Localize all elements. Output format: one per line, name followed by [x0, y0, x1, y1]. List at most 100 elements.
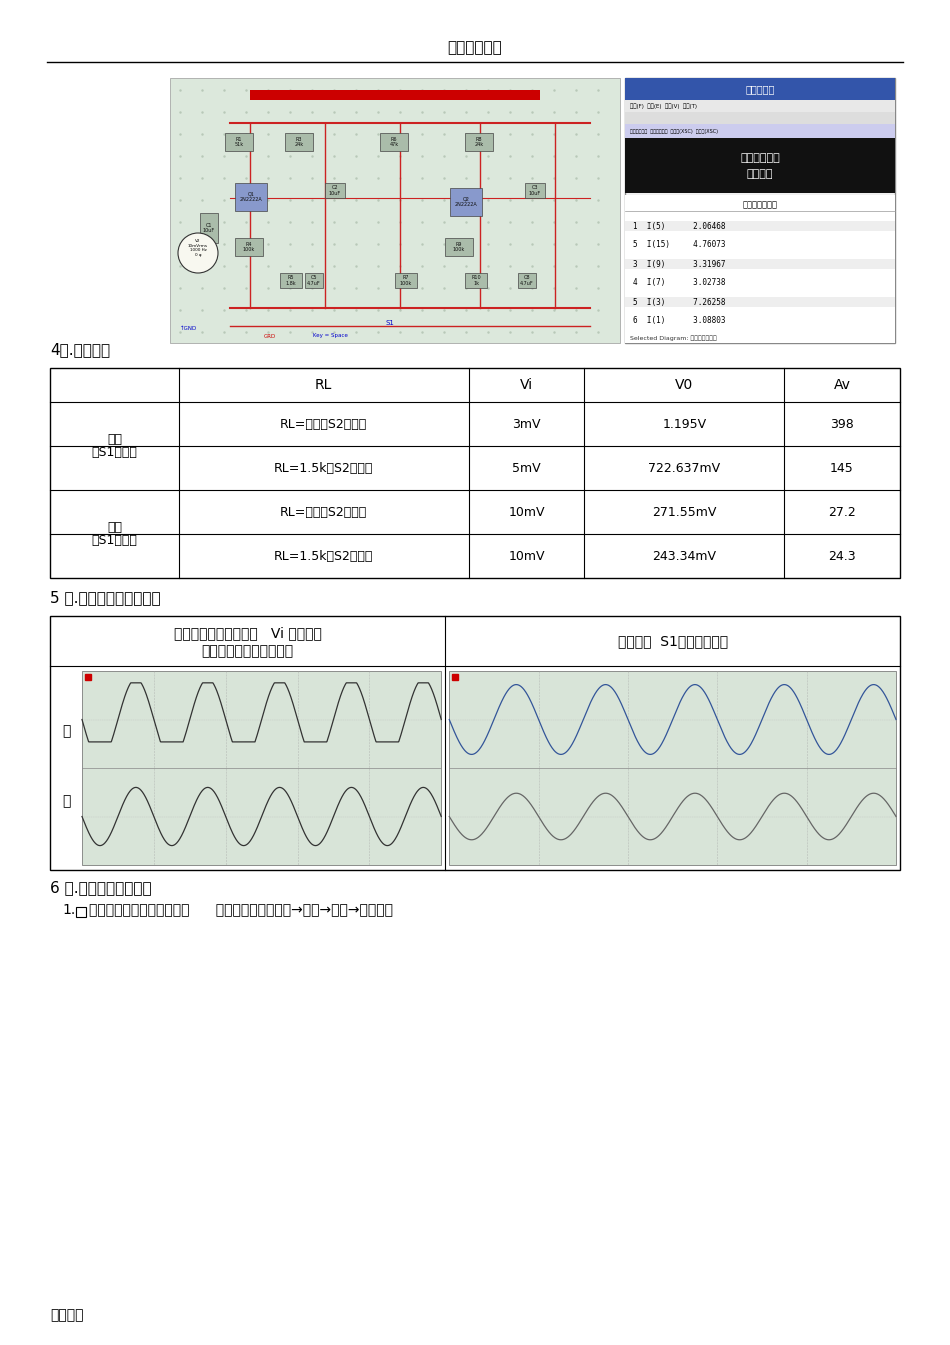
Text: R1
51k: R1 51k [235, 137, 243, 148]
Text: R4
100k: R4 100k [243, 242, 256, 253]
Bar [525, 183, 545, 198]
Text: 闭环: 闭环 [107, 521, 122, 534]
Text: RL=1.5k（S2闭合）: RL=1.5k（S2闭合） [274, 461, 373, 475]
Text: 10mV: 10mV [508, 550, 544, 562]
Text: S1: S1 [386, 320, 394, 325]
Text: （S1打开）: （S1打开） [91, 447, 138, 459]
Text: 4  I(7)      3.02738: 4 I(7) 3.02738 [633, 278, 726, 288]
Bar [449, 671, 896, 865]
Text: 722.637mV: 722.637mV [648, 461, 720, 475]
Bar [170, 78, 620, 343]
Bar [285, 133, 313, 151]
Bar [305, 273, 323, 288]
Text: Selected Diagram: 直流工作点分析: Selected Diagram: 直流工作点分析 [630, 335, 716, 340]
Text: R6
47k: R6 47k [390, 137, 399, 148]
Bar [235, 238, 263, 256]
Text: 波: 波 [62, 724, 70, 738]
Text: 24.3: 24.3 [828, 550, 856, 562]
Text: R3
24k: R3 24k [294, 137, 304, 148]
Bar [200, 213, 218, 243]
Bar [625, 260, 895, 269]
Text: 开环: 开环 [107, 433, 122, 447]
Text: 直流工作点分析: 直流工作点分析 [743, 200, 777, 210]
Text: 1  I(5)      2.06468: 1 I(5) 2.06468 [633, 222, 726, 230]
Text: 实用标准文案: 实用标准文案 [447, 40, 503, 55]
Text: R7
100k: R7 100k [400, 276, 412, 286]
Bar [465, 133, 493, 151]
Bar [625, 78, 895, 100]
Text: 5  I(3)      7.26258: 5 I(3) 7.26258 [633, 297, 726, 307]
Text: 6  I(1)      3.08803: 6 I(1) 3.08803 [633, 316, 726, 325]
Bar [250, 90, 540, 100]
Text: Vi: Vi [520, 378, 533, 391]
Text: 3  I(9)      3.31967: 3 I(9) 3.31967 [633, 260, 726, 269]
Text: GRD: GRD [264, 334, 276, 339]
Bar [625, 78, 895, 343]
Text: 文件(F)  编辑(E)  视图(V)  工具(T): 文件(F) 编辑(E) 视图(V) 工具(T) [630, 104, 697, 109]
Text: 243.34mV: 243.34mV [653, 550, 716, 562]
Text: 3mV: 3mV [512, 417, 541, 430]
Text: 5  I(15)     4.76073: 5 I(15) 4.76073 [633, 241, 726, 250]
Text: C8
4.7uF: C8 4.7uF [521, 276, 534, 286]
Text: C5
4.7uF: C5 4.7uF [307, 276, 321, 286]
Circle shape [178, 233, 218, 273]
Text: R5
1.8k: R5 1.8k [286, 276, 296, 286]
Text: 仿射打描分析  仿射打描分析  示波器(XSC)  示波器(XSC): 仿射打描分析 仿射打描分析 示波器(XSC) 示波器(XSC) [630, 129, 718, 133]
Text: 398: 398 [830, 417, 854, 430]
Bar [625, 100, 895, 112]
Text: C2
10uF: C2 10uF [329, 186, 341, 196]
Bar [445, 238, 473, 256]
Bar [625, 221, 895, 231]
Bar [625, 139, 895, 192]
Bar [625, 297, 895, 307]
Bar [280, 273, 302, 288]
Text: C1
10uF: C1 10uF [203, 223, 215, 234]
Text: RL=无穷（S2打开）: RL=无穷（S2打开） [280, 506, 368, 519]
Text: 10mV: 10mV [508, 506, 544, 519]
Text: 1.: 1. [62, 902, 75, 917]
Text: Q1
2N2222A: Q1 2N2222A [239, 191, 262, 202]
Bar [50, 369, 900, 578]
Text: V2
10mVrms
1000 Hz
0 φ: V2 10mVrms 1000 Hz 0 φ [188, 238, 208, 257]
Bar [450, 188, 482, 217]
Text: （S1闭合）: （S1闭合） [91, 534, 138, 547]
Bar [518, 273, 536, 288]
Text: 查看记录仪: 查看记录仪 [746, 83, 774, 94]
Text: C3
10uF: C3 10uF [529, 186, 542, 196]
Bar [76, 907, 86, 917]
Text: Q2
2N2222A: Q2 2N2222A [455, 196, 477, 207]
Text: 4、.交流测试: 4、.交流测试 [50, 343, 110, 358]
Bar [625, 112, 895, 124]
Text: 在开环情况下适当加大   Vi 的大小，: 在开环情况下适当加大 Vi 的大小， [174, 625, 321, 640]
Bar [625, 195, 895, 343]
Bar [395, 273, 417, 288]
Text: V0: V0 [675, 378, 694, 391]
Text: 5 、.负反馈对失真的改善: 5 、.负反馈对失真的改善 [50, 590, 161, 605]
Bar [225, 133, 253, 151]
Text: RL=无穷（S2打开）: RL=无穷（S2打开） [280, 417, 368, 430]
Bar [50, 616, 900, 870]
Text: 闭合开关  S1，并记录波形: 闭合开关 S1，并记录波形 [618, 633, 728, 648]
Text: 如图所示，进入交流分析：      在菜单中选取：仿真→运行→分析→交流分析: 如图所示，进入交流分析： 在菜单中选取：仿真→运行→分析→交流分析 [89, 902, 393, 917]
Bar [625, 124, 895, 139]
Bar [235, 183, 267, 211]
Text: 5mV: 5mV [512, 461, 541, 475]
Text: 1.195V: 1.195V [662, 417, 707, 430]
Text: 使其输出失真，记录波形: 使其输出失真，记录波形 [201, 644, 294, 658]
Text: 145: 145 [830, 461, 854, 475]
Text: 精彩文档: 精彩文档 [50, 1307, 84, 1322]
Text: 271.55mV: 271.55mV [652, 506, 716, 519]
Text: 27.2: 27.2 [828, 506, 856, 519]
Text: RL: RL [315, 378, 332, 391]
Text: 形: 形 [62, 794, 70, 808]
Text: R8
24k: R8 24k [474, 137, 484, 148]
Text: RL=1.5k（S2闭合）: RL=1.5k（S2闭合） [274, 550, 373, 562]
Bar [465, 273, 487, 288]
Text: R10
1k: R10 1k [471, 276, 481, 286]
Text: Key = Space: Key = Space [313, 334, 348, 339]
Text: Av: Av [833, 378, 850, 391]
Text: R9
100k: R9 100k [453, 242, 466, 253]
Text: 实验三负反馈
直流工作: 实验三负反馈 直流工作 [740, 153, 780, 179]
Bar [380, 133, 408, 151]
Text: 6 、.测试放大频率特性: 6 、.测试放大频率特性 [50, 881, 152, 896]
